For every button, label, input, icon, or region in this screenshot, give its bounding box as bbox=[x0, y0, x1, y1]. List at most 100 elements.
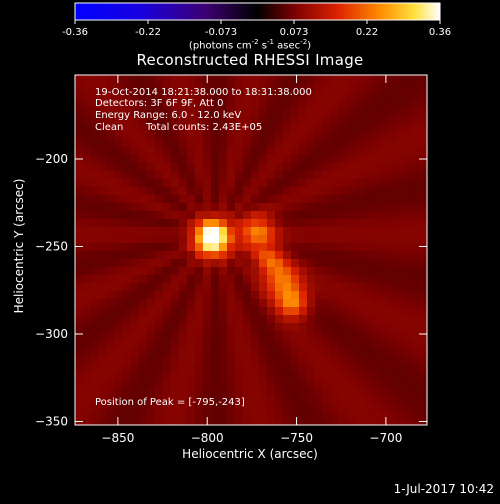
heatmap-cell bbox=[419, 139, 427, 147]
heatmap-cell bbox=[331, 171, 339, 179]
heatmap-cell bbox=[259, 379, 267, 387]
heatmap-cell bbox=[315, 315, 323, 323]
heatmap-cell bbox=[355, 171, 363, 179]
heatmap-cell bbox=[299, 147, 307, 155]
heatmap-cell bbox=[187, 155, 195, 163]
heatmap-cell bbox=[371, 171, 379, 179]
heatmap-cell bbox=[299, 331, 307, 339]
heatmap-cell bbox=[147, 275, 155, 283]
heatmap-cell bbox=[163, 131, 171, 139]
heatmap-cell bbox=[91, 371, 99, 379]
heatmap-cell bbox=[227, 387, 235, 395]
heatmap-cell bbox=[179, 187, 187, 195]
heatmap-cell bbox=[99, 91, 107, 99]
heatmap-cell bbox=[323, 179, 331, 187]
heatmap-cell bbox=[259, 91, 267, 99]
heatmap-cell bbox=[211, 331, 219, 339]
heatmap-cell bbox=[331, 83, 339, 91]
heatmap-cell bbox=[227, 83, 235, 91]
heatmap-cell bbox=[131, 139, 139, 147]
heatmap-cell bbox=[195, 211, 203, 219]
heatmap-cell bbox=[307, 419, 315, 425]
heatmap-cell bbox=[171, 395, 179, 403]
heatmap-cell bbox=[83, 275, 91, 283]
heatmap-cell bbox=[363, 371, 371, 379]
heatmap-cell bbox=[115, 259, 123, 267]
heatmap-cell bbox=[251, 99, 259, 107]
heatmap-cell bbox=[411, 235, 419, 243]
heatmap-cell bbox=[259, 275, 267, 283]
heatmap-cell bbox=[419, 179, 427, 187]
heatmap-cell bbox=[235, 195, 243, 203]
heatmap-cell bbox=[123, 227, 131, 235]
heatmap-cell bbox=[171, 315, 179, 323]
heatmap-cell bbox=[219, 131, 227, 139]
heatmap-cell bbox=[371, 139, 379, 147]
heatmap-cell bbox=[339, 243, 347, 251]
heatmap-cell bbox=[211, 315, 219, 323]
heatmap-cell bbox=[147, 379, 155, 387]
heatmap-cell bbox=[99, 403, 107, 411]
heatmap-cell bbox=[235, 99, 243, 107]
heatmap-cell bbox=[387, 75, 395, 83]
heatmap-cell bbox=[139, 371, 147, 379]
heatmap-cell bbox=[139, 363, 147, 371]
heatmap-cell bbox=[379, 291, 387, 299]
heatmap-cell bbox=[387, 267, 395, 275]
heatmap-cell bbox=[339, 155, 347, 163]
heatmap-cell bbox=[323, 187, 331, 195]
heatmap-cell bbox=[259, 331, 267, 339]
heatmap-cell bbox=[339, 267, 347, 275]
heatmap-cell bbox=[299, 83, 307, 91]
heatmap-cell bbox=[211, 243, 219, 251]
heatmap-cell bbox=[371, 99, 379, 107]
heatmap-cell bbox=[363, 403, 371, 411]
heatmap-cell bbox=[355, 299, 363, 307]
heatmap-cell bbox=[379, 211, 387, 219]
heatmap-cell bbox=[251, 363, 259, 371]
heatmap-cell bbox=[275, 131, 283, 139]
heatmap-cell bbox=[147, 419, 155, 425]
heatmap-cell bbox=[403, 139, 411, 147]
heatmap-cell bbox=[195, 195, 203, 203]
heatmap-cell bbox=[187, 275, 195, 283]
heatmap-cell bbox=[291, 411, 299, 419]
heatmap-cell bbox=[379, 123, 387, 131]
heatmap-cell bbox=[419, 267, 427, 275]
heatmap-cell bbox=[107, 307, 115, 315]
heatmap-cell bbox=[227, 275, 235, 283]
heatmap-cell bbox=[403, 155, 411, 163]
heatmap-cell bbox=[235, 363, 243, 371]
heatmap-cell bbox=[171, 99, 179, 107]
heatmap-cell bbox=[171, 219, 179, 227]
heatmap-cell bbox=[123, 147, 131, 155]
heatmap-cell bbox=[355, 371, 363, 379]
heatmap-cell bbox=[395, 307, 403, 315]
heatmap-cell bbox=[363, 363, 371, 371]
heatmap-cell bbox=[107, 315, 115, 323]
heatmap-cell bbox=[315, 203, 323, 211]
heatmap-cell bbox=[171, 299, 179, 307]
heatmap-cell bbox=[251, 139, 259, 147]
heatmap-cell bbox=[419, 259, 427, 267]
heatmap-cell bbox=[227, 379, 235, 387]
heatmap-cell bbox=[163, 91, 171, 99]
heatmap-cell bbox=[219, 171, 227, 179]
heatmap-cell bbox=[251, 155, 259, 163]
heatmap-cell bbox=[363, 99, 371, 107]
heatmap-cell bbox=[251, 83, 259, 91]
heatmap-cell bbox=[347, 123, 355, 131]
heatmap-cell bbox=[147, 171, 155, 179]
heatmap-cell bbox=[155, 171, 163, 179]
heatmap-cell bbox=[411, 187, 419, 195]
heatmap-cell bbox=[411, 123, 419, 131]
date-stamp: 1-Jul-2017 10:42 bbox=[393, 482, 494, 496]
heatmap-cell bbox=[187, 379, 195, 387]
heatmap-cell bbox=[323, 419, 331, 425]
heatmap-cell bbox=[339, 395, 347, 403]
heatmap-cell bbox=[387, 411, 395, 419]
heatmap-cell bbox=[315, 171, 323, 179]
heatmap-cell bbox=[315, 371, 323, 379]
heatmap-cell bbox=[155, 155, 163, 163]
heatmap-cell bbox=[307, 123, 315, 131]
